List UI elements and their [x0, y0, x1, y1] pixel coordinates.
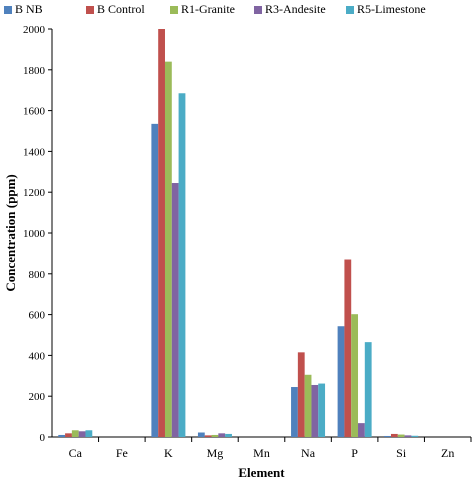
y-tick-label: 2000 [23, 24, 46, 36]
legend-item-b-nb: B NB [4, 2, 43, 17]
y-tick-label: 1200 [23, 187, 46, 199]
bar-ca-r5-limestone [85, 430, 93, 437]
legend-item-r5-limestone: R5-Limestone [346, 2, 426, 17]
bar-ca-r1-granite [71, 430, 79, 437]
legend-label: B Control [97, 2, 145, 16]
x-tick-label: Si [396, 446, 407, 460]
legend-label: R5-Limestone [357, 2, 426, 16]
bar-si-r1-granite [397, 434, 405, 437]
x-tick-label: P [351, 446, 358, 460]
y-tick-label: 800 [29, 269, 46, 281]
x-axis-title: Element [238, 465, 285, 480]
bar-p-r5-limestone [364, 342, 372, 437]
x-tick-label: K [164, 446, 173, 460]
bar-ca-b-control [65, 433, 72, 437]
x-tick-label: Mg [207, 446, 224, 460]
legend-label: R1-Granite [181, 2, 235, 16]
bar-k-r1-granite [164, 61, 172, 437]
x-tick-label: Mn [253, 446, 270, 460]
y-tick-label: 1400 [23, 146, 46, 158]
bar-mg-b-control [204, 435, 212, 437]
bar-ca-r3-andesite [78, 431, 86, 437]
legend-item-b-control: B Control [86, 2, 145, 17]
bar-ca-b-nb [58, 434, 66, 437]
bar-si-b-control [390, 433, 398, 437]
bar-na-r1-granite [304, 374, 312, 437]
legend-swatch-r1-granite [170, 5, 178, 14]
bar-si-b-nb [384, 435, 391, 437]
bar-mg-r1-granite [211, 434, 219, 437]
legend-label: R3-Andesite [265, 2, 326, 16]
bar-na-b-nb [291, 387, 298, 437]
bar-si-r3-andesite [404, 435, 412, 437]
legend-item-r1-granite: R1-Granite [170, 2, 235, 17]
legend-swatch-b-control [86, 5, 94, 14]
bar-k-b-control [158, 29, 165, 437]
y-axis-title: Concentration (ppm) [3, 174, 18, 291]
bar-mg-b-nb [197, 432, 205, 437]
y-tick-label: 600 [29, 310, 46, 322]
bar-k-r3-andesite [171, 183, 179, 437]
legend-swatch-b-nb [4, 5, 12, 14]
bar-p-b-control [344, 259, 352, 437]
bar-na-r3-andesite [311, 384, 319, 437]
legend-item-r3-andesite: R3-Andesite [254, 2, 326, 17]
y-tick-label: 1000 [23, 228, 46, 240]
y-tick-label: 0 [40, 432, 46, 444]
x-tick-label: Fe [116, 446, 128, 460]
y-tick-label: 1800 [23, 65, 46, 77]
bar-na-r5-limestone [318, 383, 326, 437]
x-tick-label: Zn [441, 446, 454, 460]
legend-swatch-r3-andesite [254, 5, 262, 14]
y-tick-label: 200 [29, 391, 46, 403]
bar-p-b-nb [337, 326, 345, 437]
bar-p-r1-granite [351, 314, 359, 437]
bar-mg-r3-andesite [218, 433, 226, 437]
bar-k-r5-limestone [178, 93, 186, 437]
legend: B NB B Control R1-Granite R3-Andesite R5… [0, 0, 474, 18]
x-tick-label: Ca [69, 446, 83, 460]
x-tick-label: Na [301, 446, 316, 460]
bar-p-r3-andesite [358, 423, 365, 437]
y-tick-label: 400 [29, 350, 46, 362]
y-tick-label: 1600 [23, 106, 46, 118]
bar-mg-r5-limestone [225, 433, 232, 437]
bar-si-r5-limestone [411, 435, 419, 437]
legend-swatch-r5-limestone [346, 5, 354, 14]
bar-k-b-nb [151, 123, 159, 438]
legend-label: B NB [15, 2, 43, 16]
bar-na-b-control [297, 352, 305, 437]
